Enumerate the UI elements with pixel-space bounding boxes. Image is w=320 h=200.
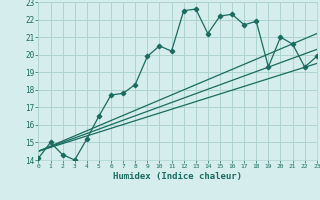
- X-axis label: Humidex (Indice chaleur): Humidex (Indice chaleur): [113, 172, 242, 181]
